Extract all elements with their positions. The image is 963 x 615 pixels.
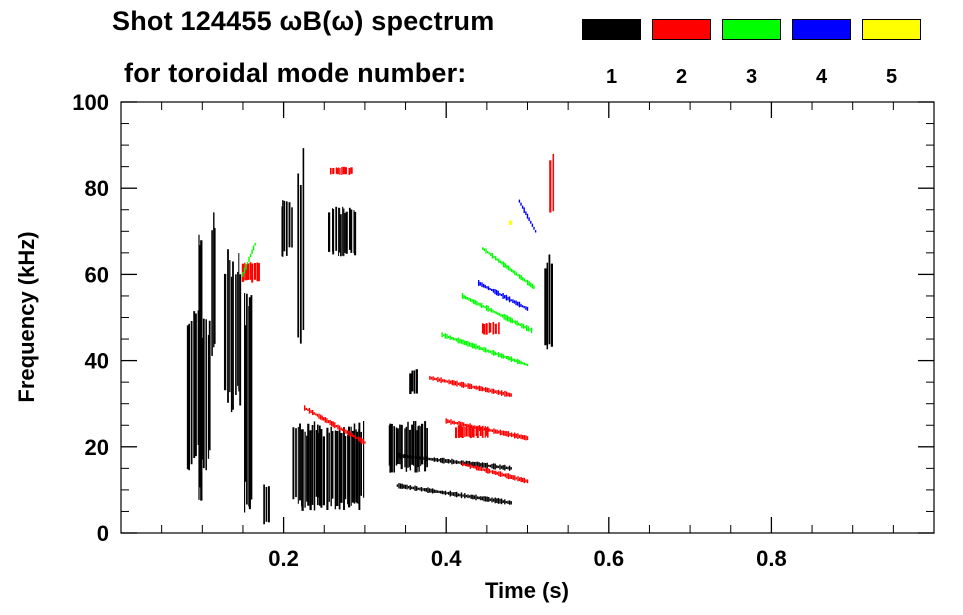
- mode-2-series: [241, 153, 555, 484]
- mode-2-region-2: [481, 322, 500, 335]
- mode-5-ridge-0: [508, 220, 512, 225]
- mode-1-region-12: [544, 254, 554, 350]
- mode-1-ridge-0: [396, 452, 512, 471]
- legend-label-mode-2: 2: [675, 66, 688, 88]
- mode-1-region-8: [292, 421, 365, 511]
- chart-title-line1: Shot 124455 ωB(ω) spectrum: [112, 6, 495, 36]
- y-axis-label: Frequency (kHz): [14, 231, 39, 402]
- mode-5-series: [508, 220, 512, 225]
- mode-2-ridge-1: [429, 375, 512, 397]
- legend-swatch-mode-1: [582, 19, 641, 40]
- chart-title-line2: for toroidal mode number:: [124, 58, 467, 88]
- mode-3-ridge-0: [242, 242, 256, 277]
- mode-2-region-4: [329, 166, 353, 175]
- mode-1-series: [186, 148, 554, 525]
- x-tick-label: 0.2: [268, 546, 299, 571]
- legend-swatch-mode-2: [652, 19, 711, 40]
- mode-1-region-5: [263, 484, 270, 525]
- mode-3-ridge-2: [461, 293, 533, 334]
- legend-label-mode-1: 1: [605, 66, 618, 88]
- legend-swatch-mode-5: [862, 19, 921, 40]
- x-tick-label: 0.6: [594, 546, 625, 571]
- x-tick-label: 0.8: [756, 546, 787, 571]
- mode-4-ridge-0: [478, 280, 529, 311]
- mode-3-series: [242, 242, 535, 366]
- mode-2-region-3: [549, 153, 555, 213]
- mode-1-region-1: [198, 234, 203, 501]
- mode-4-series: [478, 199, 537, 311]
- legend-label-mode-3: 3: [745, 66, 758, 88]
- spectral-marks: [186, 148, 555, 525]
- y-tick-label: 0: [97, 521, 109, 546]
- legend-label-mode-5: 5: [885, 66, 898, 88]
- y-tick-label: 40: [85, 349, 109, 374]
- mode-1-region-4: [244, 293, 253, 513]
- mode-1-region-6: [281, 200, 293, 257]
- legend-swatch-mode-4: [792, 19, 851, 40]
- mode-1-region-9: [328, 206, 357, 257]
- mode-3-ridge-1: [441, 332, 529, 366]
- mode-2-ridge-3: [461, 462, 529, 484]
- mode-1-region-3: [223, 249, 242, 413]
- mode-2-ridge-0: [304, 405, 366, 445]
- mode-2-ridge-2: [445, 418, 529, 441]
- mode-3-ridge-3: [482, 247, 535, 289]
- x-axis-label: Time (s): [485, 578, 569, 603]
- y-tick-label: 20: [85, 435, 109, 460]
- x-tick-label: 0.4: [431, 546, 462, 571]
- legend-label-mode-4: 4: [815, 66, 828, 88]
- mode-4-ridge-1: [518, 199, 537, 233]
- axis-ticks: 0 20 40 60 80 100 0.2 0.4 0.6 0.8: [72, 90, 934, 571]
- legend-swatch-mode-3: [722, 19, 781, 40]
- mode-2-region-0: [241, 262, 260, 283]
- mode-1-region-11: [409, 369, 418, 394]
- y-tick-label: 80: [85, 176, 109, 201]
- y-tick-label: 100: [72, 90, 109, 115]
- y-tick-label: 60: [85, 262, 109, 287]
- mode-1-ridge-1: [396, 483, 512, 505]
- mode-1-region-7: [297, 148, 305, 344]
- plot-area: [120, 101, 935, 534]
- mode-1-region-2: [211, 212, 216, 356]
